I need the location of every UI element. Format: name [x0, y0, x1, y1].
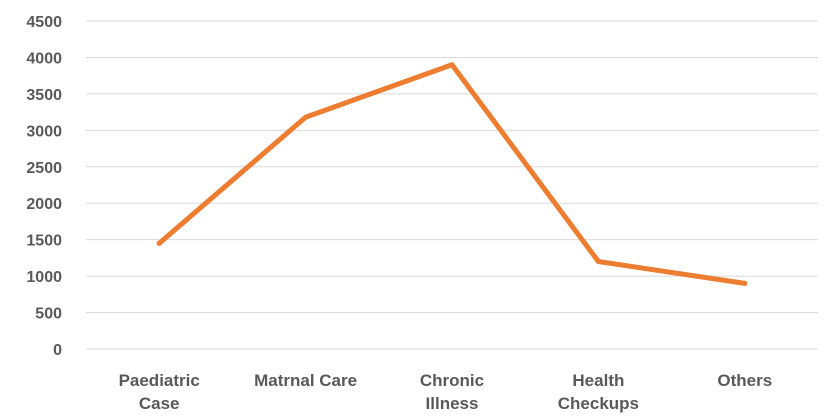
y-tick-label: 1500 — [26, 233, 62, 250]
x-axis-categories: Paediatric Case Matrnal Care Chronic Illness… — [119, 371, 773, 413]
x-category-label: Chronic Illness — [420, 371, 484, 413]
gridlines — [86, 20, 818, 350]
data-point — [449, 62, 455, 68]
data-point — [303, 114, 309, 120]
y-tick-label: 3500 — [26, 87, 62, 104]
y-tick-label: 4000 — [26, 50, 62, 67]
x-category-label: Matrnal Care — [254, 371, 357, 390]
y-tick-label: 0 — [53, 342, 62, 359]
y-tick-label: 1000 — [26, 269, 62, 286]
y-tick-label: 3000 — [26, 123, 62, 140]
series-group — [156, 62, 748, 286]
x-category-label: Health Checkups — [558, 371, 639, 413]
y-tick-label: 500 — [35, 306, 62, 323]
data-point — [595, 259, 601, 265]
x-category-label: Paediatric Case — [119, 371, 200, 413]
y-tick-label: 4500 — [26, 14, 62, 31]
x-category-label: Others — [717, 371, 772, 390]
data-point — [742, 280, 748, 286]
y-axis-ticks: 0 500 1000 1500 2000 2500 3000 3500 4000 4500 — [26, 14, 62, 359]
y-tick-label: 2500 — [26, 160, 62, 177]
y-tick-label: 2000 — [26, 196, 62, 213]
series-line — [156, 62, 748, 286]
data-point — [156, 240, 162, 246]
